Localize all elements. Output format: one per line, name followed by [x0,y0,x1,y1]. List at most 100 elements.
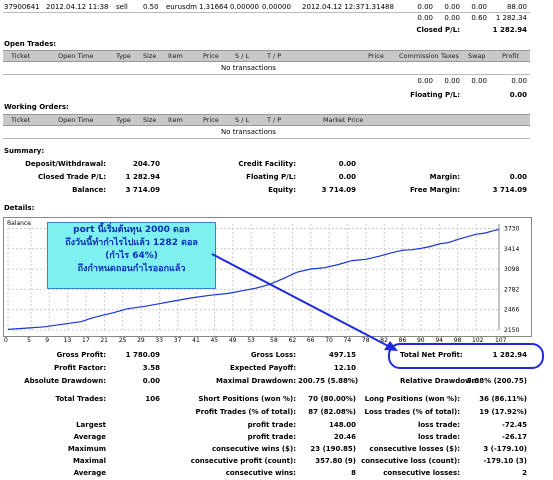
x-tick-label: 70 [325,337,333,344]
y-tick-label: 2150 [504,327,519,334]
gross-loss-value: 497.15 [328,351,356,359]
balance-value: 3 714.09 [125,186,160,194]
closed-taxes: 0.00 [444,14,460,22]
closed-swap: 0.60 [471,14,487,22]
credit-label: Credit Facility: [238,160,296,168]
closed-trade-value: 1 282.94 [125,173,160,181]
max-cons-losses-value: 3 (-179.10) [483,445,527,453]
col-commission: Commission [399,52,439,60]
col-tp: T / P [267,52,282,60]
cell-price: 1.31664 [199,3,228,11]
free-margin-value: 3 714.09 [492,186,527,194]
gross-loss-label: Gross Loss: [250,351,296,359]
max-drawdown-value: 200.75 (5.88%) [298,377,359,385]
open-commission: 0.00 [417,77,433,85]
total-net-value: 1 282.94 [492,351,527,359]
deposit-value: 204.70 [132,160,160,168]
profit-trades-value: 87 (82.08%) [308,408,356,416]
expected-payoff-label: Expected Payoff: [229,364,296,372]
highlight-oval [388,343,544,369]
col-price: Price [203,116,219,124]
balance-label: Balance: [72,186,106,194]
cell-close-time: 2012.04.12 12:37 [302,3,365,11]
y-tick-label: 2782 [504,286,519,293]
summary-floating-value: 0.00 [338,173,356,181]
avg-cons-losses-value: 2 [522,469,527,477]
col-tp: T / P [267,116,282,124]
x-tick-label: 37 [173,337,182,344]
loss-trades-label: Loss trades (% of total): [364,408,461,416]
cell-profit: 88.00 [506,3,527,11]
abs-drawdown-label: Absolute Drawdown: [24,377,106,385]
open-swap: 0.00 [471,77,487,85]
x-tick-label: 53 [247,337,255,344]
x-tick-label: 66 [306,337,315,344]
long-label: Long Positions (won %): [364,395,460,403]
profit-trades-label: Profit Trades (% of total): [195,408,296,416]
cell-open-time: 2012.04.12 11:38 [46,3,109,11]
rel-drawdown-value: 5.88% (200.75) [466,377,527,385]
x-tick-label: 107 [495,337,507,344]
maximal-profit-value: 357.80 (9) [315,457,356,465]
maximal-loss-value: -179.10 (3) [483,457,527,465]
cell-item: eurusdm [166,3,197,11]
details-title: Details: [4,204,35,212]
max-drawdown-label: Maximal Drawdown: [216,377,296,385]
open-trades-title: Open Trades: [4,40,57,48]
col-type: Type [116,52,131,60]
col-market-price: Market Price [323,116,364,124]
working-orders-header: Ticket Open Time Type Size Item Price S … [3,114,530,126]
working-orders-empty: No transactions [221,128,276,136]
cell-swap: 0.00 [471,3,487,11]
open-profit: 0.00 [511,77,527,85]
col-size: Size [143,52,157,60]
x-tick-label: 17 [82,337,90,344]
col-open-time: Open Time [58,52,94,60]
equity-value: 3 714.09 [321,186,356,194]
x-tick-label: 74 [343,337,352,344]
expected-payoff-value: 12.10 [333,364,356,372]
col-sl: S / L [235,52,250,60]
cell-ticket: 37900641 [4,3,40,11]
cell-commission: 0.00 [417,3,433,11]
cell-close-price: 1.31488 [365,3,394,11]
x-tick-label: 82 [380,337,388,344]
average-loss-label: loss trade: [417,433,460,441]
largest-loss-value: -72.45 [501,421,527,429]
closed-trade-label: Closed Trade P/L: [37,173,106,181]
maximal-loss-label: consecutive loss (count): [361,457,460,465]
profit-factor-label: Profit Factor: [53,364,106,372]
y-tick-label: 3730 [504,225,519,232]
x-tick-label: 78 [361,337,370,344]
col-profit: Profit [502,52,519,60]
col-open-time: Open Time [58,116,94,124]
x-tick-label: 94 [435,337,443,344]
x-tick-label: 98 [453,337,462,344]
col-taxes: Taxes [441,52,459,60]
cell-taxes: 0.00 [444,3,460,11]
cell-type: sell [116,3,128,11]
avg-cons-wins-value: 8 [351,469,356,477]
cell-tp: 0.00000 [262,3,291,11]
x-tick-label: 41 [192,337,200,344]
max-cons-wins-label: consecutive wins ($): [211,445,296,453]
x-tick-label: 13 [63,337,72,344]
x-tick-label: 90 [416,337,425,344]
annotation-box: port นี้เริ่มต้นทุน 2000 ดอล ถึงวันนี้ทำ… [47,222,216,289]
col-item: Item [168,116,183,124]
short-value: 70 (80.00%) [308,395,356,403]
open-taxes: 0.00 [444,77,460,85]
credit-value: 0.00 [338,160,356,168]
y-tick-label: 3414 [504,246,519,253]
average-profit-label: profit trade: [247,433,296,441]
largest-loss-label: loss trade: [417,421,460,429]
closed-pl-value: 1 282.94 [492,26,527,34]
cell-size: 0.50 [143,3,159,11]
floating-pl-value: 0.00 [509,91,527,99]
average2-label: Average [73,469,106,477]
col-ticket: Ticket [11,52,31,60]
rel-drawdown-label: Relative Drawdown: [400,377,480,385]
largest-profit-label: profit trade: [247,421,296,429]
col-ticket: Ticket [11,116,31,124]
deposit-label: Deposit/Withdrawal: [25,160,106,168]
